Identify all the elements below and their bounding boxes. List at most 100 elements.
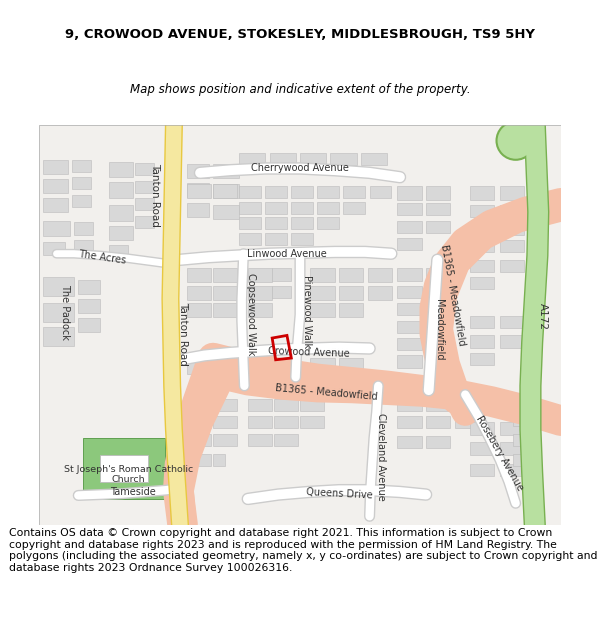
- Bar: [213, 399, 238, 411]
- Bar: [272, 269, 292, 281]
- Bar: [292, 233, 313, 245]
- Bar: [500, 205, 524, 217]
- Text: B1365 - Meadowfield: B1365 - Meadowfield: [439, 243, 467, 346]
- Bar: [187, 183, 209, 197]
- Bar: [500, 464, 524, 476]
- Bar: [397, 399, 422, 411]
- Bar: [500, 336, 524, 348]
- Bar: [500, 222, 524, 234]
- Bar: [135, 163, 154, 176]
- Bar: [78, 318, 100, 332]
- Bar: [274, 434, 298, 446]
- Bar: [248, 416, 272, 429]
- Bar: [426, 303, 451, 316]
- Text: The Acres: The Acres: [77, 249, 126, 266]
- Bar: [310, 358, 335, 370]
- Bar: [470, 353, 494, 365]
- Bar: [248, 360, 272, 372]
- Bar: [248, 286, 272, 300]
- Text: Tanton Road: Tanton Road: [150, 162, 160, 226]
- Bar: [343, 186, 365, 198]
- Bar: [187, 286, 211, 300]
- Text: Pinewood Walk: Pinewood Walk: [302, 276, 312, 349]
- Bar: [274, 358, 298, 370]
- Bar: [187, 203, 209, 217]
- Bar: [397, 416, 422, 429]
- Bar: [265, 233, 287, 245]
- Bar: [426, 186, 451, 200]
- Bar: [470, 336, 494, 348]
- Bar: [426, 436, 451, 449]
- Bar: [43, 277, 74, 296]
- Bar: [500, 442, 524, 454]
- Bar: [135, 181, 154, 193]
- Bar: [213, 416, 238, 429]
- Text: Queens Drive: Queens Drive: [305, 487, 373, 501]
- Bar: [109, 182, 133, 198]
- Polygon shape: [83, 438, 165, 499]
- Bar: [426, 221, 451, 233]
- Bar: [213, 184, 238, 198]
- Bar: [248, 434, 272, 446]
- Bar: [500, 186, 524, 200]
- Bar: [426, 338, 451, 350]
- Bar: [426, 286, 451, 298]
- Bar: [43, 242, 65, 254]
- Bar: [500, 316, 524, 329]
- Bar: [100, 456, 148, 481]
- Text: Cherrywood Avenue: Cherrywood Avenue: [251, 164, 349, 174]
- Bar: [397, 321, 422, 333]
- Bar: [187, 303, 211, 317]
- Bar: [470, 422, 494, 434]
- Bar: [310, 269, 335, 282]
- Bar: [310, 303, 335, 317]
- Bar: [239, 233, 261, 245]
- Bar: [213, 269, 238, 282]
- Bar: [470, 403, 494, 416]
- Bar: [361, 153, 387, 165]
- Bar: [213, 164, 239, 178]
- Bar: [78, 280, 100, 294]
- Text: Meadowfield: Meadowfield: [434, 299, 444, 360]
- Bar: [109, 226, 133, 240]
- Bar: [426, 203, 451, 216]
- Text: Copsewood Walk: Copsewood Walk: [247, 273, 256, 356]
- Bar: [426, 321, 451, 333]
- Bar: [274, 399, 298, 411]
- Bar: [426, 269, 451, 281]
- Bar: [187, 454, 211, 466]
- Text: Crowood Avenue: Crowood Avenue: [268, 346, 350, 358]
- Text: 9, CROWOOD AVENUE, STOKESLEY, MIDDLESBROUGH, TS9 5HY: 9, CROWOOD AVENUE, STOKESLEY, MIDDLESBRO…: [65, 29, 535, 41]
- Bar: [470, 222, 494, 234]
- Bar: [248, 269, 272, 282]
- Bar: [265, 201, 287, 214]
- Bar: [397, 436, 422, 449]
- Bar: [368, 286, 392, 300]
- Bar: [213, 303, 238, 317]
- Bar: [470, 442, 494, 454]
- Text: Cleveland Avenue: Cleveland Avenue: [376, 413, 386, 501]
- Bar: [426, 416, 451, 429]
- Bar: [248, 303, 272, 317]
- Bar: [239, 201, 261, 214]
- Bar: [513, 434, 538, 446]
- Bar: [43, 179, 68, 193]
- Text: Tanton Road: Tanton Road: [178, 302, 188, 366]
- Bar: [72, 194, 91, 207]
- Bar: [317, 201, 339, 214]
- Bar: [187, 399, 211, 411]
- Bar: [310, 286, 335, 300]
- Bar: [339, 358, 364, 370]
- Bar: [265, 217, 287, 229]
- Bar: [187, 184, 211, 198]
- Bar: [187, 164, 209, 178]
- Bar: [248, 399, 272, 411]
- Bar: [265, 186, 287, 198]
- Text: St Joseph's Roman Catholic
Church: St Joseph's Roman Catholic Church: [64, 465, 193, 484]
- Bar: [470, 260, 494, 272]
- Circle shape: [497, 121, 535, 160]
- Bar: [109, 161, 133, 177]
- Bar: [513, 454, 538, 466]
- Bar: [397, 303, 422, 316]
- Bar: [213, 454, 225, 466]
